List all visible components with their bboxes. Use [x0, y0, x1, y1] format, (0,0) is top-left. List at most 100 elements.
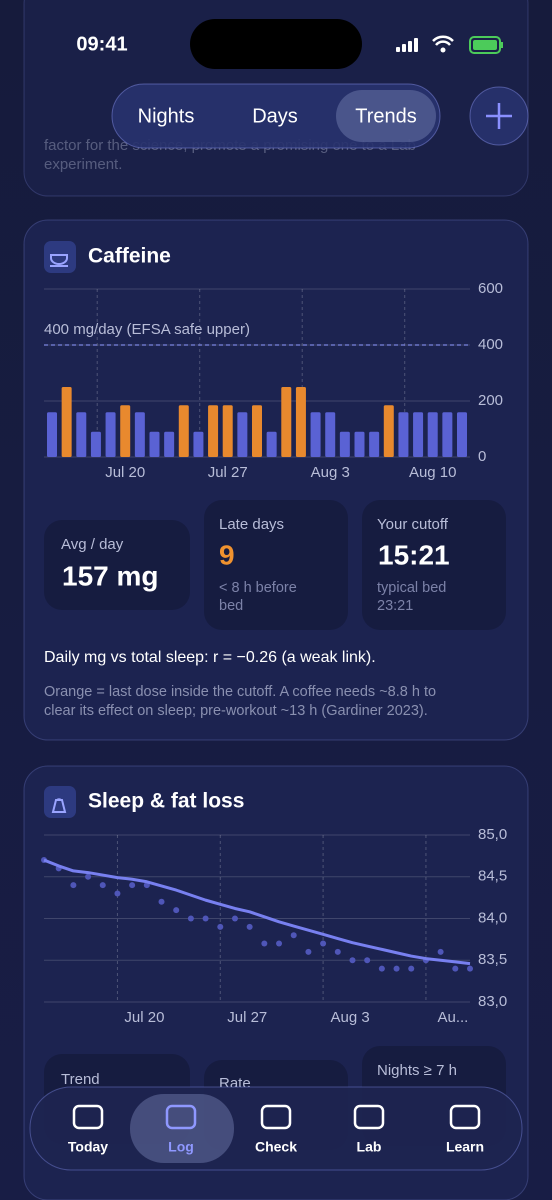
- data-dot: [202, 915, 209, 922]
- x-tick-label: Aug 3: [311, 464, 350, 481]
- dynamic-island: [190, 19, 362, 69]
- tab-label[interactable]: Today: [68, 1139, 108, 1155]
- cup-icon-glyph: [50, 254, 68, 267]
- card-title: Caffeine: [88, 245, 171, 268]
- data-dot: [320, 940, 327, 947]
- scale-icon-glyph: [51, 798, 67, 813]
- bar: [208, 405, 219, 457]
- tab-icon: [449, 1104, 481, 1130]
- y-tick-label: 83,0: [478, 993, 507, 1010]
- bar: [325, 412, 336, 457]
- stat-label: Late days: [219, 516, 284, 533]
- footnote: clear its effect on sleep; pre-workout ~…: [44, 703, 428, 719]
- bar: [427, 412, 438, 457]
- x-tick-label: Jul 20: [124, 1009, 164, 1026]
- data-dot: [173, 907, 180, 914]
- segment[interactable]: Trends: [355, 105, 417, 127]
- y-tick-label: 400: [478, 336, 503, 353]
- data-dot: [408, 965, 415, 972]
- x-tick-label: Jul 27: [208, 464, 248, 481]
- footnote: Orange = last dose inside the cutoff. A …: [44, 684, 436, 700]
- tab-label[interactable]: Check: [255, 1139, 297, 1155]
- bar: [252, 405, 262, 457]
- data-dot: [378, 965, 385, 972]
- tab-icon: [260, 1104, 292, 1130]
- bar: [178, 405, 189, 457]
- stat-label: Nights ≥ 7 h: [377, 1062, 457, 1079]
- bar: [120, 405, 131, 457]
- faded-text: experiment.: [44, 156, 122, 173]
- bar: [193, 431, 204, 457]
- plus-icon: [486, 103, 512, 129]
- bar: [369, 431, 380, 457]
- segment[interactable]: Days: [252, 105, 298, 127]
- bar: [266, 431, 277, 457]
- data-dot: [393, 965, 400, 972]
- data-dot: [276, 940, 283, 947]
- tab-label[interactable]: Lab: [357, 1139, 382, 1155]
- stat-box: [204, 500, 348, 630]
- data-dot: [246, 923, 253, 930]
- y-tick-label: 85,0: [478, 826, 507, 843]
- bar: [354, 431, 365, 457]
- stat-value: 15:21: [378, 539, 450, 570]
- segmented-control: [111, 83, 441, 149]
- stat-note: typical bed: [377, 580, 446, 596]
- stat-value: 157 mg: [62, 560, 159, 591]
- bar: [383, 405, 394, 457]
- data-dot: [158, 898, 165, 905]
- correlation-text: Daily mg vs total sleep: r = −0.26 (a we…: [44, 649, 376, 666]
- data-dot: [99, 882, 106, 889]
- stat-note: < 8 h before: [219, 580, 297, 596]
- stat-value: 9: [219, 539, 235, 570]
- stat-label: Your cutoff: [377, 516, 449, 533]
- data-dot: [217, 923, 224, 930]
- segment-selected: [336, 90, 436, 142]
- data-dot: [261, 940, 268, 947]
- bar: [61, 387, 72, 457]
- data-dot: [452, 965, 459, 972]
- y-tick-label: 84,5: [478, 868, 507, 885]
- reference-label: 400 mg/day (EFSA safe upper): [44, 321, 250, 338]
- trend-line: [43, 858, 471, 966]
- y-tick-label: 0: [478, 448, 486, 465]
- card-title: Sleep & fat loss: [88, 790, 244, 813]
- bar: [442, 412, 453, 457]
- segment[interactable]: Nights: [138, 105, 195, 127]
- x-tick-label: Jul 20: [105, 464, 145, 481]
- x-tick-label: Au...: [438, 1009, 469, 1026]
- tab-label[interactable]: Learn: [446, 1139, 484, 1155]
- data-dot: [114, 890, 121, 897]
- bar: [339, 431, 350, 457]
- y-tick-label: 83,5: [478, 951, 507, 968]
- status-icons: [396, 35, 503, 54]
- data-dot: [364, 957, 371, 964]
- y-tick-label: 200: [478, 392, 503, 409]
- x-tick-label: Aug 10: [409, 464, 457, 481]
- data-dot: [437, 948, 444, 955]
- data-dot: [467, 965, 473, 972]
- data-dot: [129, 882, 136, 889]
- bar: [237, 412, 248, 457]
- tab-icon: [165, 1104, 197, 1130]
- bar: [398, 412, 409, 457]
- data-dot: [334, 948, 341, 955]
- tab-icon: [72, 1104, 104, 1130]
- bar: [413, 412, 424, 457]
- stat-note: bed: [219, 598, 243, 614]
- clock: 09:41: [76, 33, 127, 55]
- bar: [47, 412, 57, 457]
- tab-label[interactable]: Log: [168, 1139, 194, 1155]
- stat-label: Trend: [61, 1071, 100, 1088]
- bar: [164, 431, 175, 457]
- y-tick-label: 84,0: [478, 909, 507, 926]
- stat-box: [362, 500, 506, 630]
- bar: [76, 412, 87, 457]
- bar: [90, 431, 101, 457]
- data-dot: [305, 948, 312, 955]
- tab-icon: [353, 1104, 385, 1130]
- data-dot: [187, 915, 194, 922]
- bar: [295, 387, 306, 457]
- bar: [134, 412, 145, 457]
